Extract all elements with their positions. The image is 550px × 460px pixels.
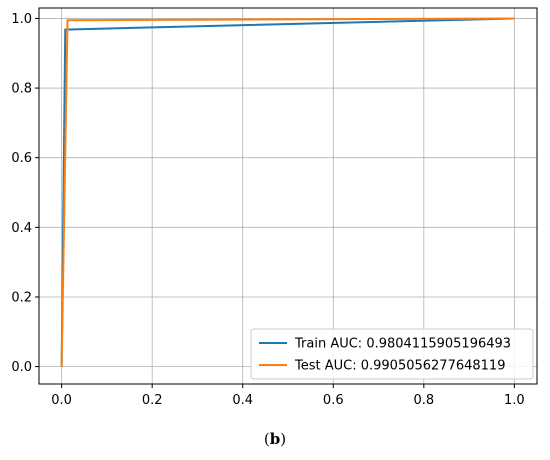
y-tick-label: 0.4 bbox=[11, 221, 32, 236]
series-lines bbox=[60, 17, 515, 367]
y-tick-label: 1.0 bbox=[11, 12, 32, 27]
x-tick-label: 0.6 bbox=[323, 393, 344, 408]
y-tick-label: 0.6 bbox=[11, 151, 32, 166]
plot-frame bbox=[38, 7, 538, 385]
legend: Train AUC: 0.9804115905196493 Test AUC: 0… bbox=[250, 328, 534, 380]
legend-label: Train AUC: 0.9804115905196493 bbox=[294, 337, 511, 352]
legend-label: Test AUC: 0.9905056277648119 bbox=[294, 359, 505, 374]
caption-label: b bbox=[269, 430, 281, 448]
figure-caption: (b) bbox=[0, 430, 550, 448]
series-line-train bbox=[60, 17, 515, 367]
x-tick-label: 0.0 bbox=[51, 393, 72, 408]
roc-chart: 0.0 0.2 0.4 0.6 0.8 1.0 0.0 0.2 0.4 0.6 0.8 1.0 Tra… bbox=[11, 7, 538, 408]
caption-open: ( bbox=[263, 430, 270, 448]
y-tick-label: 0.2 bbox=[11, 290, 32, 305]
caption-close: ) bbox=[280, 430, 287, 448]
axis-ticks: 0.0 0.2 0.4 0.6 0.8 1.0 0.0 0.2 0.4 0.6 0.8 1.0 bbox=[11, 12, 524, 408]
x-tick-label: 1.0 bbox=[504, 393, 525, 408]
x-tick-label: 0.4 bbox=[232, 393, 253, 408]
series-line-test bbox=[60, 17, 515, 367]
x-tick-label: 0.8 bbox=[413, 393, 434, 408]
x-tick-label: 0.2 bbox=[142, 393, 163, 408]
grid bbox=[39, 8, 537, 384]
legend-box bbox=[250, 328, 534, 380]
y-tick-label: 0.8 bbox=[11, 82, 32, 97]
y-tick-label: 0.0 bbox=[11, 360, 32, 375]
